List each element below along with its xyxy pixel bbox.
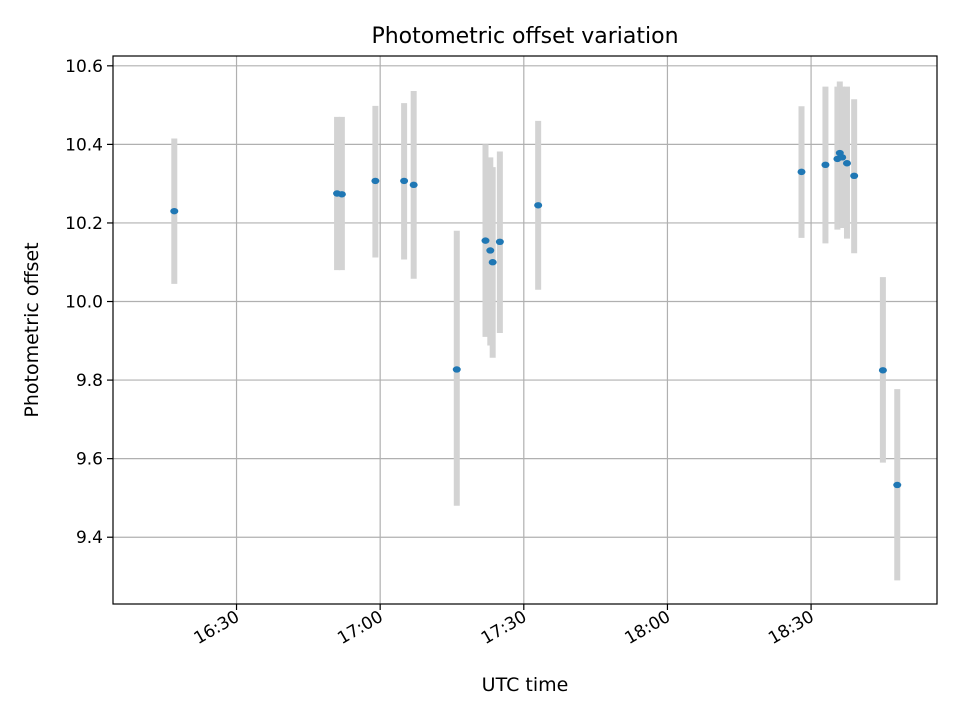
- y-axis: 9.4 9.6 9.8 10.0 10.2 10.4 10.6: [65, 57, 113, 548]
- data-point: [821, 161, 830, 169]
- y-tick-label: 9.6: [76, 450, 103, 470]
- data-point: [842, 160, 851, 167]
- grid: [113, 56, 937, 604]
- data-point: [409, 181, 418, 189]
- data-point: [486, 247, 495, 254]
- y-tick-label: 10.2: [65, 214, 103, 234]
- data-point: [838, 154, 847, 161]
- y-tick-label: 10.4: [65, 135, 103, 155]
- data-point: [797, 168, 806, 176]
- data-point: [534, 202, 543, 209]
- y-tick-label: 10.0: [65, 293, 103, 313]
- data-point: [170, 207, 179, 215]
- data-point: [488, 259, 497, 266]
- x-axis-label: UTC time: [482, 674, 569, 696]
- data-point: [400, 177, 409, 185]
- plot-frame: [112, 55, 938, 605]
- y-tick-label: 9.8: [76, 371, 103, 391]
- y-axis-label: Photometric offset: [21, 242, 43, 417]
- data-point: [850, 172, 859, 180]
- y-tick-label: 10.6: [65, 57, 103, 77]
- data-point: [878, 367, 887, 374]
- y-tick-label: 9.4: [76, 528, 103, 548]
- chart-title: Photometric offset variation: [371, 24, 678, 49]
- data-point: [371, 177, 380, 185]
- data-point: [452, 366, 461, 373]
- data-point: [337, 191, 346, 198]
- data-points: [170, 149, 902, 489]
- data-point: [481, 237, 490, 244]
- data-point: [495, 238, 504, 246]
- data-point: [893, 481, 902, 489]
